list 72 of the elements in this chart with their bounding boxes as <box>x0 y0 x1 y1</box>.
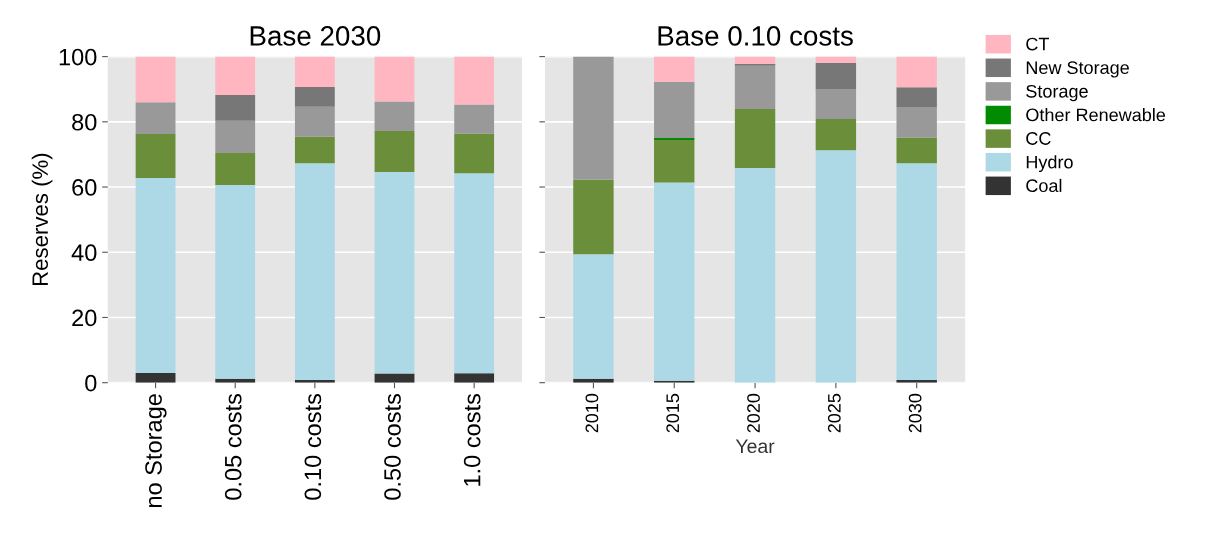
bar <box>454 173 495 374</box>
bar <box>896 137 937 164</box>
bar <box>294 86 335 107</box>
bar <box>135 56 176 103</box>
bar <box>294 136 335 164</box>
bar <box>734 109 776 169</box>
x-tick-label: 2025 <box>827 393 841 433</box>
bar <box>654 56 695 82</box>
bar <box>815 56 857 64</box>
legend-label: Coal <box>1026 178 1062 193</box>
y-tick-label: 100 <box>59 48 97 66</box>
bar <box>454 133 495 174</box>
bar <box>215 153 256 186</box>
y-axis-title: Reserves (%) <box>31 153 53 286</box>
legend-label: Other Renewable <box>1026 108 1166 122</box>
x-tick-label: 2030 <box>908 393 922 433</box>
y-tick-label: 0 <box>85 374 97 392</box>
bar <box>215 95 256 121</box>
x-tick-label: 2010 <box>585 393 599 433</box>
x-tick-label: no Storage <box>145 394 167 508</box>
legend-label: New Storage <box>1026 61 1129 78</box>
legend-label: Storage <box>1026 84 1088 102</box>
legend-label: CC <box>1026 132 1051 145</box>
bar <box>815 150 857 383</box>
bar <box>734 56 776 65</box>
bar <box>135 133 176 178</box>
bar <box>215 120 256 154</box>
bar <box>454 56 495 105</box>
bar <box>215 185 256 379</box>
bar <box>654 182 695 381</box>
bar <box>815 89 857 119</box>
y-tick-label: 60 <box>72 179 97 196</box>
bar <box>135 102 176 134</box>
x-tick-label: 0.05 costs <box>224 393 242 500</box>
x-tick-label: 1.0 costs <box>463 393 481 486</box>
legend-label: Hydro <box>1026 155 1073 173</box>
x-axis-title: Year <box>735 439 775 454</box>
x-tick-label: 0.50 costs <box>384 393 401 500</box>
bar <box>573 254 614 379</box>
legend-label: CT <box>1026 37 1049 51</box>
y-tick-label: 40 <box>71 244 97 262</box>
bar <box>294 106 335 137</box>
bar <box>896 107 937 138</box>
bar <box>374 101 415 131</box>
bar <box>215 56 256 96</box>
bar <box>135 177 176 373</box>
x-tick-label: 0.10 costs <box>304 393 322 500</box>
x-tick-label: 2015 <box>666 393 680 433</box>
bar <box>374 56 415 102</box>
bar <box>654 81 695 139</box>
chart-title: Base 0.10 costs <box>658 26 853 46</box>
bar <box>896 56 937 88</box>
bar <box>896 163 937 381</box>
bar <box>454 373 495 383</box>
chart-title: Base 2030 <box>250 26 381 46</box>
bar <box>573 179 614 255</box>
bar <box>896 87 937 108</box>
bar <box>294 56 335 87</box>
bar <box>654 140 695 183</box>
x-tick-label: 2020 <box>747 393 760 433</box>
bar <box>815 118 857 151</box>
y-tick-label: 20 <box>72 309 97 327</box>
bar <box>734 168 776 383</box>
bar <box>815 63 857 90</box>
bar <box>734 65 776 110</box>
bar <box>135 372 176 383</box>
bar <box>573 56 614 180</box>
bar <box>374 172 415 374</box>
bar <box>294 163 335 381</box>
bar <box>374 130 415 173</box>
bar <box>454 104 495 134</box>
y-tick-label: 80 <box>72 113 97 131</box>
